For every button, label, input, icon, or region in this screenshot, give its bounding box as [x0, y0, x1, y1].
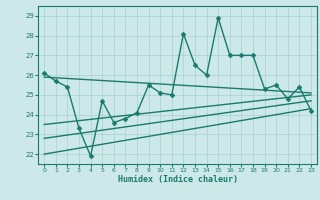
X-axis label: Humidex (Indice chaleur): Humidex (Indice chaleur) — [118, 175, 238, 184]
